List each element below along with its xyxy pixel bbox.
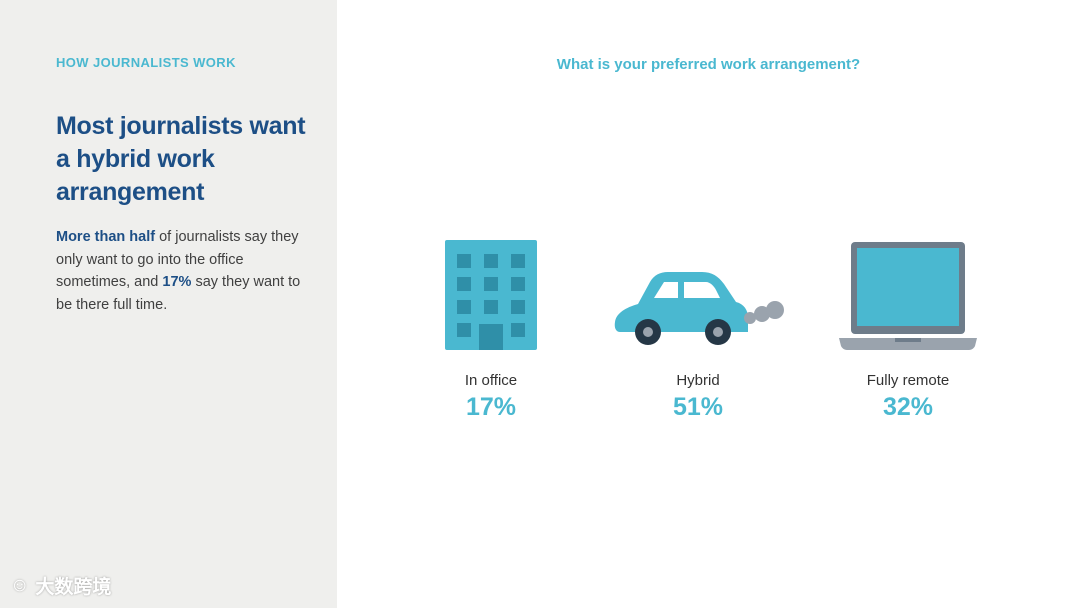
chart-value-label: 51% bbox=[672, 393, 724, 421]
summary-highlight-1: More than half bbox=[56, 229, 156, 245]
chart-item-hybrid: Hybrid 51% bbox=[608, 230, 788, 422]
chart-value-label: 17% bbox=[465, 393, 517, 421]
chart-category-label: Hybrid bbox=[676, 372, 720, 389]
office-building-icon bbox=[445, 240, 537, 350]
chart-value-label: 32% bbox=[882, 393, 934, 421]
summary-text-2: say they want to be there full time. bbox=[56, 274, 301, 313]
left-panel: HOW JOURNALISTS WORK Most journalists wa… bbox=[0, 0, 337, 608]
chart-category-label: Fully remote bbox=[866, 372, 950, 389]
summary-text-1: of journalists say they only want to go … bbox=[56, 229, 299, 290]
headline: Most journalists want a hybrid work arra… bbox=[56, 112, 306, 206]
section-eyebrow: HOW JOURNALISTS WORK bbox=[56, 55, 236, 70]
watermark-logo-icon: ☺ bbox=[10, 574, 30, 596]
chart-item-in-office: In office 17% bbox=[401, 230, 581, 422]
chart-category-label: In office bbox=[464, 372, 518, 389]
summary-highlight-2: 17% bbox=[162, 274, 192, 290]
laptop-icon bbox=[839, 242, 977, 350]
summary-text: More than half of journalists say they o… bbox=[56, 226, 306, 316]
chart-item-fully-remote: Fully remote 32% bbox=[818, 230, 998, 422]
chart: In office 17% Hybrid 51% Fully r bbox=[337, 0, 1080, 608]
watermark: ☺ 大数跨境 bbox=[10, 572, 111, 599]
car-icon bbox=[614, 272, 784, 345]
chart-title: What is your preferred work arrangement? bbox=[556, 56, 861, 73]
watermark-text: 大数跨境 bbox=[35, 577, 112, 598]
